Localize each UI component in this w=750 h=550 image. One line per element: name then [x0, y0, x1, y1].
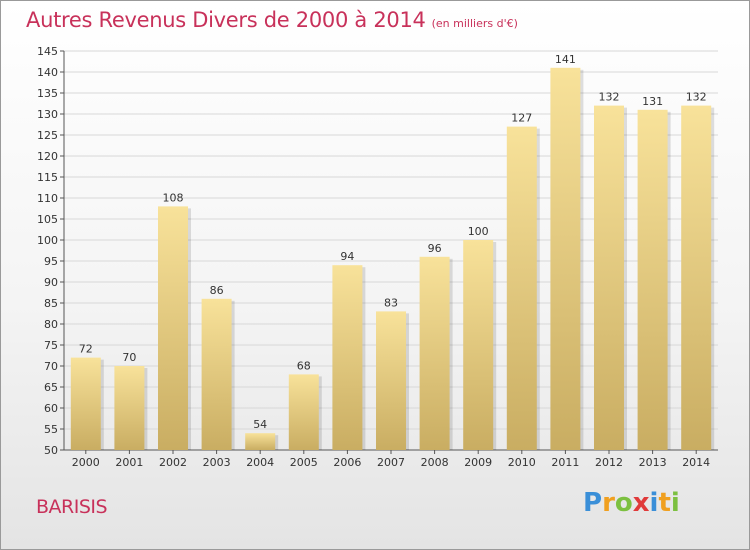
logo-letter: P [583, 488, 603, 518]
bar-2010 [506, 126, 537, 450]
y-tick-label: 50 [44, 444, 58, 457]
logo-letter: t [658, 488, 671, 518]
data-label-2005: 68 [297, 359, 311, 372]
bar-2012 [594, 105, 624, 450]
y-tick-label: 135 [37, 87, 58, 100]
y-tick-label: 70 [44, 360, 58, 373]
bar-2009 [463, 240, 494, 450]
bar-2000 [70, 357, 101, 450]
data-label-2012: 132 [599, 91, 620, 104]
y-tick-label: 130 [37, 108, 58, 121]
title-text: Autres Revenus Divers de 2000 à 2014 [26, 8, 426, 32]
x-tick-label-2013: 2013 [639, 456, 667, 469]
x-tick-label-2008: 2008 [421, 456, 449, 469]
data-label-2004: 54 [253, 418, 267, 431]
y-tick-label: 110 [37, 192, 58, 205]
x-tick-label-2014: 2014 [682, 456, 710, 469]
bar-2008 [419, 256, 450, 450]
data-label-2006: 94 [340, 250, 354, 263]
y-tick-label: 145 [37, 45, 58, 58]
data-label-2007: 83 [384, 296, 398, 309]
logo-letter: x [632, 488, 650, 518]
y-tick-label: 60 [44, 402, 58, 415]
x-tick-label-2010: 2010 [508, 456, 536, 469]
x-tick-label-2003: 2003 [203, 456, 231, 469]
data-label-2008: 96 [428, 242, 442, 255]
x-tick-label-2007: 2007 [377, 456, 405, 469]
y-tick-label: 75 [44, 339, 58, 352]
bar-2004 [245, 433, 276, 450]
bar-2002 [158, 206, 188, 450]
data-label-2011: 141 [555, 53, 576, 66]
y-tick-label: 65 [44, 381, 58, 394]
data-label-2002: 108 [163, 191, 184, 204]
logo-letter: r [602, 488, 615, 518]
y-tick-label: 80 [44, 318, 58, 331]
x-tick-label-2002: 2002 [159, 456, 187, 469]
logo-letter: o [614, 488, 633, 518]
bar-2006 [332, 265, 363, 450]
y-tick-label: 55 [44, 423, 58, 436]
x-tick-label-2011: 2011 [551, 456, 579, 469]
data-labels: 72 70 108 86 54 68 94 83 96 100 127 141 132 131 132 [79, 53, 707, 431]
bar-2005 [288, 374, 319, 450]
y-tick-label: 125 [37, 129, 58, 142]
bars [70, 67, 715, 451]
x-tick-label-2012: 2012 [595, 456, 623, 469]
data-label-2013: 131 [642, 95, 663, 108]
x-tick-label-2006: 2006 [333, 456, 361, 469]
bar-2001 [114, 366, 145, 450]
y-tick-label: 85 [44, 297, 58, 310]
x-tick-label-2000: 2000 [72, 456, 100, 469]
data-label-2014: 132 [686, 91, 707, 104]
data-label-2003: 86 [210, 284, 224, 297]
bar-2014 [681, 105, 712, 450]
y-tick-labels: 50 55 60 65 70 75 80 85 90 95 100 105 110 115 120 125 13… [37, 45, 58, 457]
y-tick-label: 95 [44, 255, 58, 268]
proxiti-logo: Proxiti [583, 488, 680, 518]
y-tick-label: 115 [37, 171, 58, 184]
data-label-2000: 72 [79, 343, 93, 356]
y-tick-label: 140 [37, 66, 58, 79]
bar-2003 [201, 298, 232, 450]
data-label-2001: 70 [122, 351, 136, 364]
commune-name: BARISIS [36, 496, 108, 518]
logo-letter: i [670, 488, 680, 518]
y-tick-label: 100 [37, 234, 58, 247]
bar-2011 [550, 67, 581, 451]
y-tick-label: 120 [37, 150, 58, 163]
y-tick-label: 105 [37, 213, 58, 226]
x-tick-labels: 2000 2001 2002 2003 2004 2005 2006 2007 2008 2009… [72, 456, 710, 469]
data-label-2009: 100 [468, 225, 489, 238]
x-tick-label-2009: 2009 [464, 456, 492, 469]
chart-subtitle: (en milliers d'€) [431, 17, 518, 30]
bar-2007 [376, 311, 406, 450]
x-tick-label-2004: 2004 [246, 456, 274, 469]
y-tick-label: 90 [44, 276, 58, 289]
chart-title: Autres Revenus Divers de 2000 à 2014 (en … [26, 8, 518, 32]
bar-2013 [637, 109, 668, 451]
x-tick-label-2005: 2005 [290, 456, 318, 469]
data-label-2010: 127 [511, 112, 532, 125]
x-tick-label-2001: 2001 [115, 456, 143, 469]
logo-letter: i [649, 488, 659, 518]
